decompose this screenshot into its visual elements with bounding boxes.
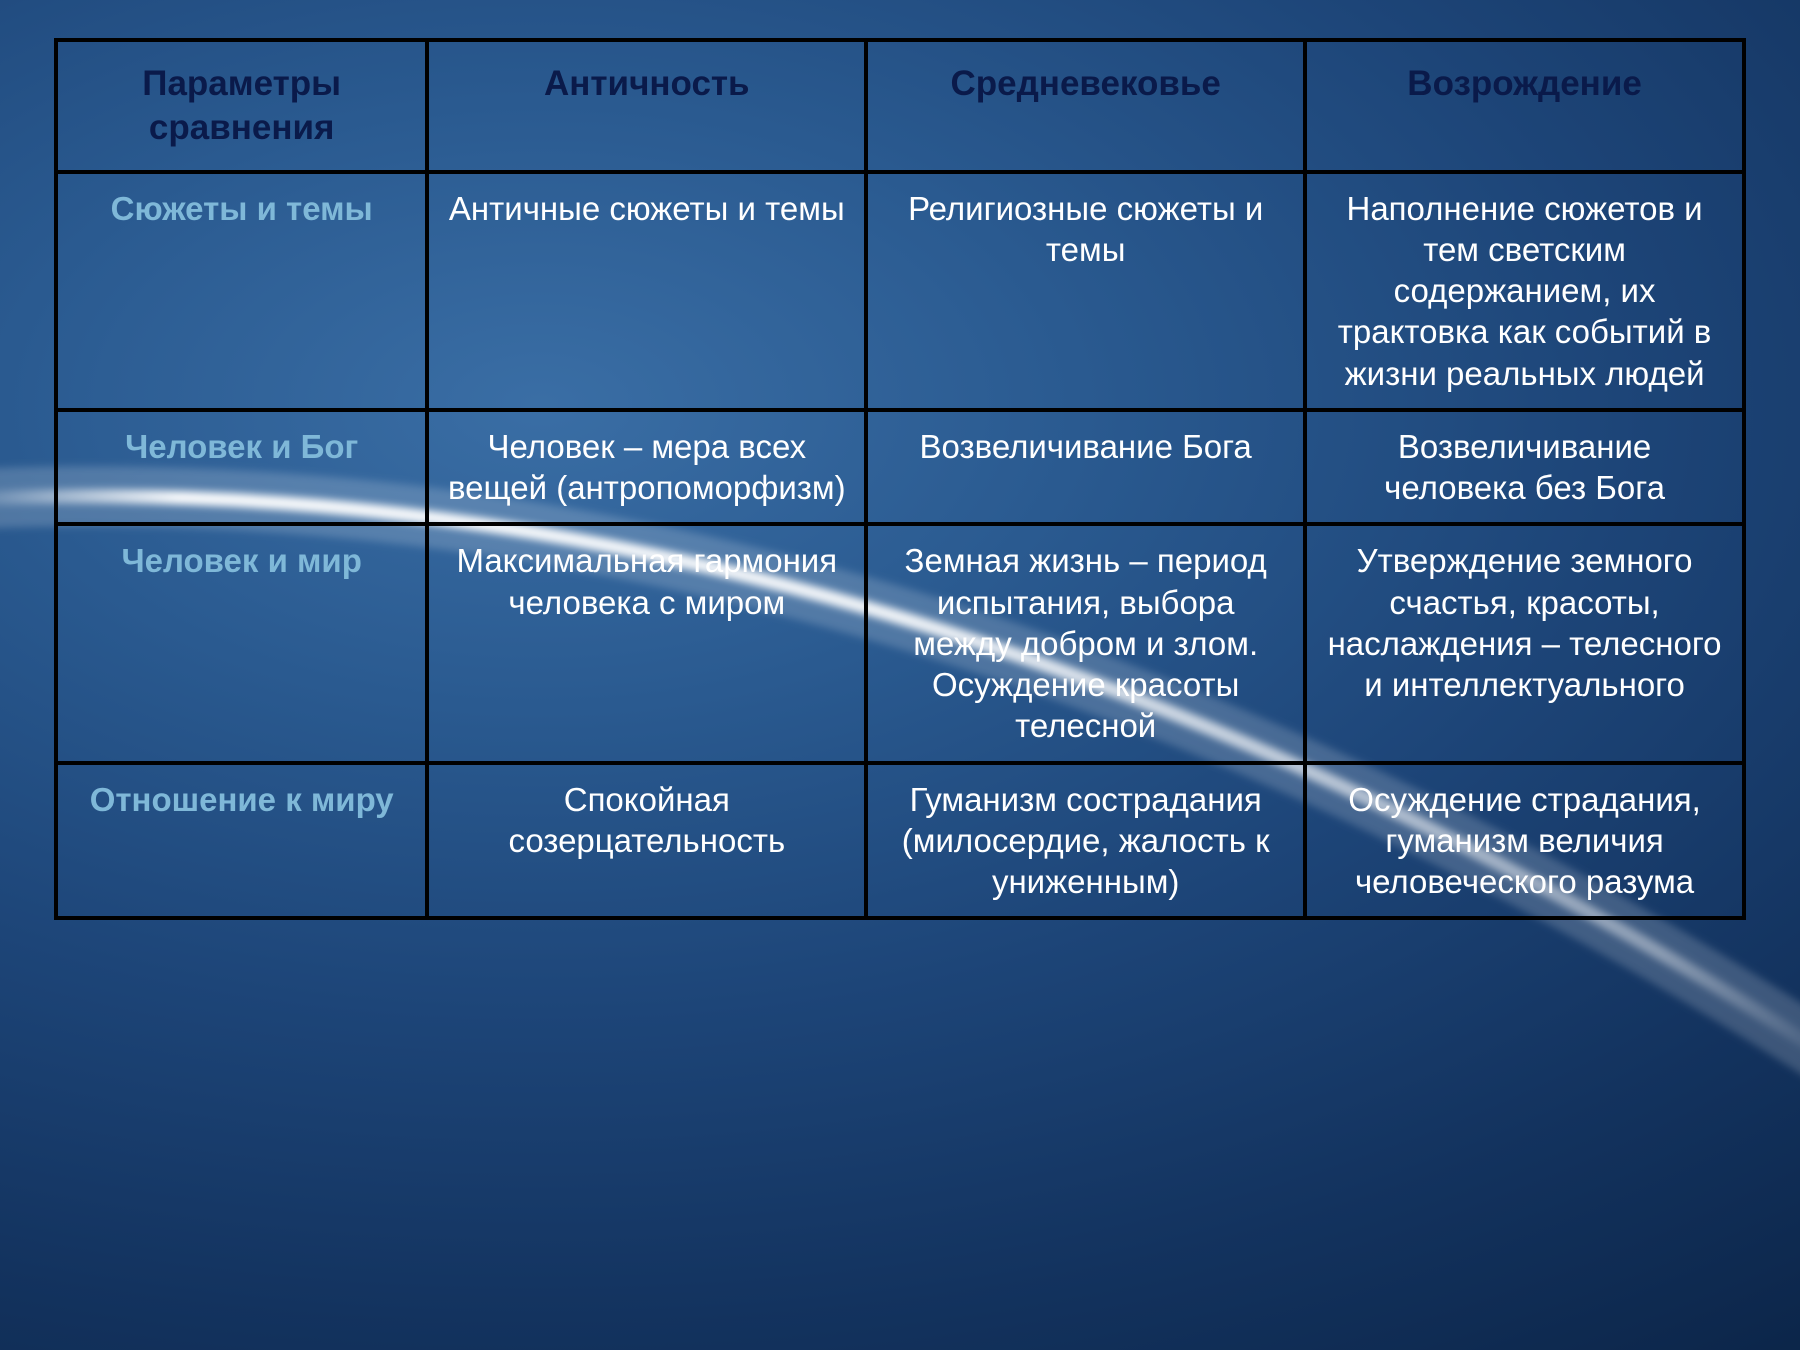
table-cell: Человек – мера всех вещей (антропоморфиз… [427,410,866,525]
table-cell: Земная жизнь – период испытания, выбора … [866,524,1305,762]
table-cell: Наполнение сюжетов и тем светским содерж… [1305,172,1744,410]
table-cell: Возвеличивание Бога [866,410,1305,525]
col-header-params: Параметры сравнения [56,40,427,172]
table-cell: Утверждение земного счастья, красоты, на… [1305,524,1744,762]
table-cell: Религиозные сюжеты и темы [866,172,1305,410]
comparison-table: Параметры сравнения Античность Средневек… [54,38,1746,920]
table-cell: Максимальная гармония человека с миром [427,524,866,762]
table-cell: Возвеличивание человека без Бога [1305,410,1744,525]
col-header-renaissance: Возрождение [1305,40,1744,172]
table-row: Человек и мир Максимальная гармония чело… [56,524,1744,762]
table-cell: Осуждение страдания, гуманизм величия че… [1305,763,1744,919]
table-header-row: Параметры сравнения Античность Средневек… [56,40,1744,172]
row-header: Отношение к миру [56,763,427,919]
table-row: Человек и Бог Человек – мера всех вещей … [56,410,1744,525]
row-header: Человек и Бог [56,410,427,525]
row-header: Человек и мир [56,524,427,762]
table-cell: Античные сюжеты и темы [427,172,866,410]
col-header-antiquity: Античность [427,40,866,172]
comparison-table-container: Параметры сравнения Античность Средневек… [54,38,1746,920]
col-header-middle-ages: Средневековье [866,40,1305,172]
table-row: Сюжеты и темы Античные сюжеты и темы Рел… [56,172,1744,410]
table-cell: Спокойная созерцательность [427,763,866,919]
slide-background: Параметры сравнения Античность Средневек… [0,0,1800,1350]
table-cell: Гуманизм сострадания (милосердие, жалост… [866,763,1305,919]
table-row: Отношение к миру Спокойная созерцательно… [56,763,1744,919]
row-header: Сюжеты и темы [56,172,427,410]
